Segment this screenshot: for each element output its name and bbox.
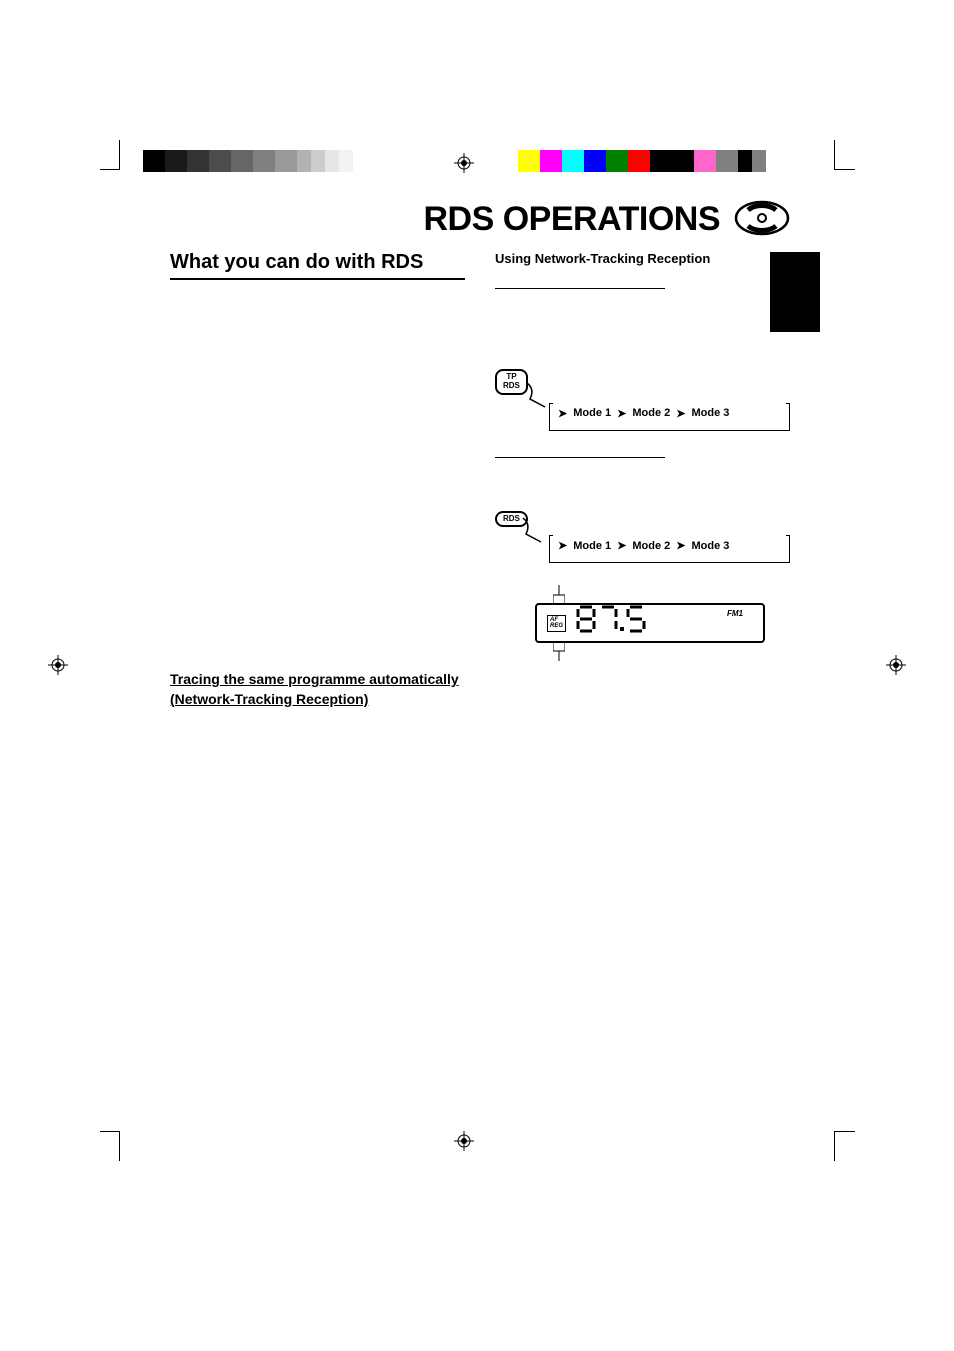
arrow-icon: ➤ [617,407,626,420]
swatch [165,150,187,172]
lcd-pointer-bottom-icon [553,641,565,661]
swatch [628,150,650,172]
registration-mark-icon [454,1131,474,1151]
button-label-line2: RDS [503,382,520,391]
mode-label: Mode 2 [632,407,670,419]
color-calibration-bar [518,150,766,172]
arrow-icon: ➤ [676,407,685,420]
swatch [209,150,231,172]
swatch [694,150,716,172]
lcd-band-indicator: FM1 [727,609,743,618]
registration-mark-icon [454,153,474,173]
flow-top-border [549,403,790,404]
subheading-rule [495,288,665,289]
swatch [297,150,311,172]
crop-corner-mark [100,140,120,170]
lcd-frequency [576,605,656,641]
swatch [231,150,253,172]
swatch [253,150,275,172]
lcd-pointer-top-icon [553,585,565,605]
button-label-line1: RDS [503,515,520,524]
flow-box: ➤ Mode 1 ➤ Mode 2 ➤ Mode 3 [549,535,790,563]
lcd-reg-indicator: REG [550,623,563,630]
tp-rds-button-diagram: TP RDS ➤ Mode 1 ➤ Mode 2 ➤ Mode 3 [495,369,790,431]
registration-mark-icon [886,655,906,675]
swatch [738,150,752,172]
mode-label: Mode 1 [573,540,611,552]
compact-disc-icon [734,200,790,236]
swatch [143,150,165,172]
tracing-heading: Tracing the same programme automatically… [170,670,465,709]
mode-flow-diagram: ➤ Mode 1 ➤ Mode 2 ➤ Mode 3 [549,403,790,431]
page-content: RDS OPERATIONS What you can do with RDS … [170,200,790,709]
crop-corner-mark [834,1131,854,1161]
swatch [311,150,325,172]
rds-button-diagram: RDS ➤ Mode 1 ➤ Mode 2 ➤ Mode 3 [495,508,790,564]
section-heading: What you can do with RDS [170,251,465,280]
swatch [187,150,209,172]
swatch [325,150,339,172]
left-column: What you can do with RDS Tracing the sam… [170,251,465,709]
crop-marks-bottom [0,1131,954,1161]
lcd-af-indicator: AF [550,617,563,624]
content-columns: What you can do with RDS Tracing the sam… [170,251,790,709]
swatch [672,150,694,172]
flow-box: ➤ Mode 1 ➤ Mode 2 ➤ Mode 3 [549,403,790,431]
mode-label: Mode 1 [573,407,611,419]
grayscale-calibration-bar [143,150,353,172]
mode-label: Mode 3 [691,540,729,552]
seven-segment-icon [576,605,656,633]
page-title: RDS OPERATIONS [170,200,720,239]
swatch [716,150,738,172]
lcd-indicators: AF REG [547,615,566,632]
lcd-display-wrapper: AF REG [495,603,790,643]
swatch [518,150,540,172]
swatch [562,150,584,172]
swatch [752,150,766,172]
right-column: Using Network-Tracking Reception TP RDS … [495,251,790,709]
arrow-icon: ➤ [558,407,567,420]
swatch [584,150,606,172]
registration-mark-icon [48,655,68,675]
crop-corner-mark [100,1131,120,1161]
subheading: Using Network-Tracking Reception [495,251,790,266]
swatch [339,150,353,172]
swatch [650,150,672,172]
lcd-display: AF REG [535,603,765,643]
tp-rds-button-icon: TP RDS [495,369,528,395]
mode-label: Mode 3 [691,407,729,419]
swatch [540,150,562,172]
swatch [275,150,297,172]
flow-top-border [549,535,790,536]
arrow-icon: ➤ [617,539,626,552]
crop-corner-mark [834,140,854,170]
mode-label: Mode 2 [632,540,670,552]
arrow-icon: ➤ [558,539,567,552]
mode-flow-diagram: ➤ Mode 1 ➤ Mode 2 ➤ Mode 3 [549,535,790,563]
page-edge-tab [770,252,820,332]
divider-rule [495,457,665,458]
swatch [606,150,628,172]
arrow-icon: ➤ [676,539,685,552]
